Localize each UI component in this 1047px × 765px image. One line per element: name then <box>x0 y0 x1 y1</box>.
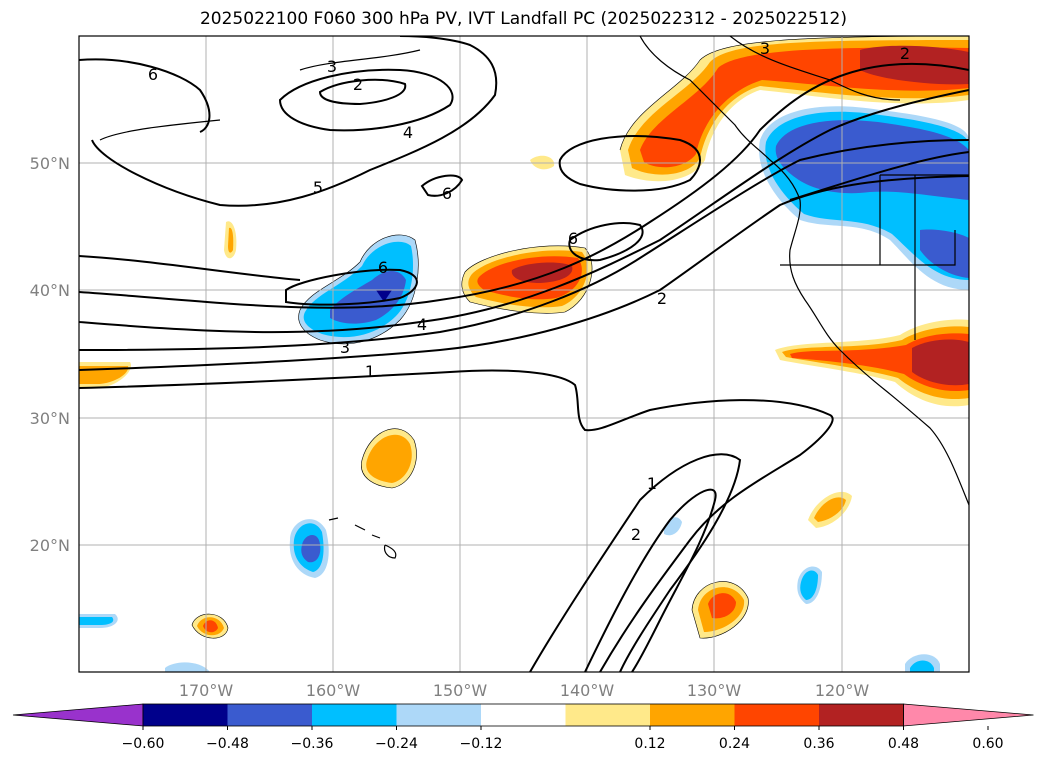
contour-6-pacific <box>285 268 418 306</box>
colorbar-tick-label: −0.60 <box>122 736 165 752</box>
contour-label: 2 <box>353 75 363 94</box>
lat-label: 50°N <box>30 154 70 173</box>
lat-label: 40°N <box>30 281 70 300</box>
colorbar-segment <box>312 704 397 726</box>
colorbar-tick-label: 0.60 <box>972 736 1003 752</box>
contour-label: 4 <box>417 315 427 334</box>
contour-2-north <box>318 78 407 106</box>
coastlines <box>99 36 969 559</box>
colorbar-ticks: −0.60 −0.48 −0.36 −0.24 −0.12 0.12 0.24 0.36 0.4… <box>122 726 1004 752</box>
colorbar-segment <box>734 704 820 726</box>
lon-label: 140°W <box>560 681 615 700</box>
lon-label: 130°W <box>687 681 742 700</box>
contour-label: 3 <box>340 338 350 357</box>
colorbar-segment <box>650 704 735 726</box>
contour-1 <box>79 369 834 672</box>
contour-label: 3 <box>760 39 770 58</box>
map-area: 6 3 2 4 5 6 6 6 4 3 1 2 3 2 1 2 <box>79 36 969 672</box>
colorbar-tick-label: 0.48 <box>888 736 919 752</box>
contour-1-south <box>529 453 742 672</box>
colorbar-frame <box>142 703 904 727</box>
lat-label: 20°N <box>30 536 70 555</box>
colorbar-extend-low <box>12 703 144 727</box>
colorbar-segment <box>819 704 904 726</box>
contour-label: 5 <box>313 178 323 197</box>
latitude-labels: 50°N 40°N 30°N 20°N <box>30 154 70 555</box>
map-title: 2025022100 F060 300 hPa PV, IVT Landfall… <box>199 9 847 29</box>
colorbar-tick-label: −0.36 <box>291 736 334 752</box>
contour-labels: 6 3 2 4 5 6 6 6 4 3 1 2 3 2 1 2 <box>148 39 910 544</box>
contour-label: 2 <box>631 525 641 544</box>
contour-label: 2 <box>900 44 910 63</box>
colorbar <box>12 703 1034 727</box>
negative-anomaly-fills <box>79 106 969 672</box>
lat-label: 30°N <box>30 409 70 428</box>
contour-label: 6 <box>148 65 158 84</box>
colorbar-segment <box>227 704 313 726</box>
contour-label: 1 <box>647 474 657 493</box>
colorbar-tick-label: 0.24 <box>719 736 750 752</box>
colorbar-tick-label: 0.12 <box>634 736 665 752</box>
contour-label: 2 <box>657 289 667 308</box>
contour-3-north <box>278 68 454 132</box>
colorbar-extend-high <box>903 703 1034 727</box>
colorbar-segment <box>565 704 651 726</box>
contour-label: 6 <box>442 184 452 203</box>
colorbar-tick-label: −0.12 <box>460 736 503 752</box>
contour-label: 1 <box>365 362 375 381</box>
lon-label: 120°W <box>815 681 870 700</box>
anomaly-outlines <box>191 36 969 639</box>
colorbar-segment <box>481 704 566 726</box>
contour-label: 3 <box>327 57 337 76</box>
colorbar-tick-label: −0.48 <box>206 736 249 752</box>
colorbar-segment <box>143 704 228 726</box>
lon-label: 160°W <box>306 681 361 700</box>
map-frame <box>78 35 970 673</box>
colorbar-tick-label: −0.24 <box>375 736 418 752</box>
contour-label: 6 <box>568 229 578 248</box>
contour-label: 6 <box>378 258 388 277</box>
longitude-labels: 170°W 160°W 150°W 140°W 130°W 120°W <box>179 681 870 700</box>
contour-2-south <box>584 488 717 672</box>
contour-label: 4 <box>403 123 413 142</box>
pv-contours <box>79 36 969 672</box>
lon-label: 170°W <box>179 681 234 700</box>
lon-label: 150°W <box>433 681 488 700</box>
contour-6-east <box>568 222 644 262</box>
colorbar-segment <box>396 704 482 726</box>
colorbar-tick-label: 0.36 <box>803 736 834 752</box>
